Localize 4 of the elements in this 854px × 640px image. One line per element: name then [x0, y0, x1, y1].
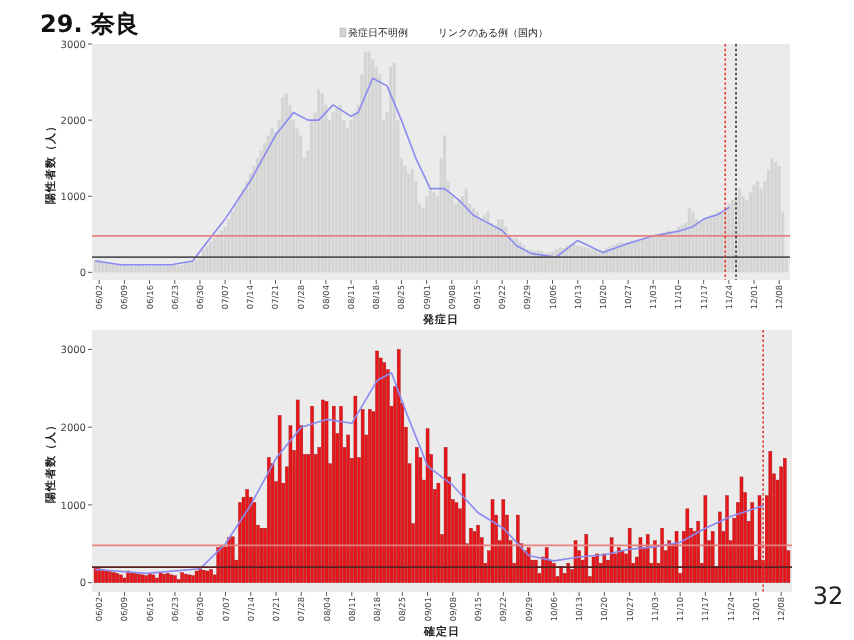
text: 32 — [812, 582, 844, 610]
line-series — [94, 371, 764, 575]
chart-title: 29. 奈良 — [40, 10, 139, 38]
line-series — [94, 77, 730, 266]
